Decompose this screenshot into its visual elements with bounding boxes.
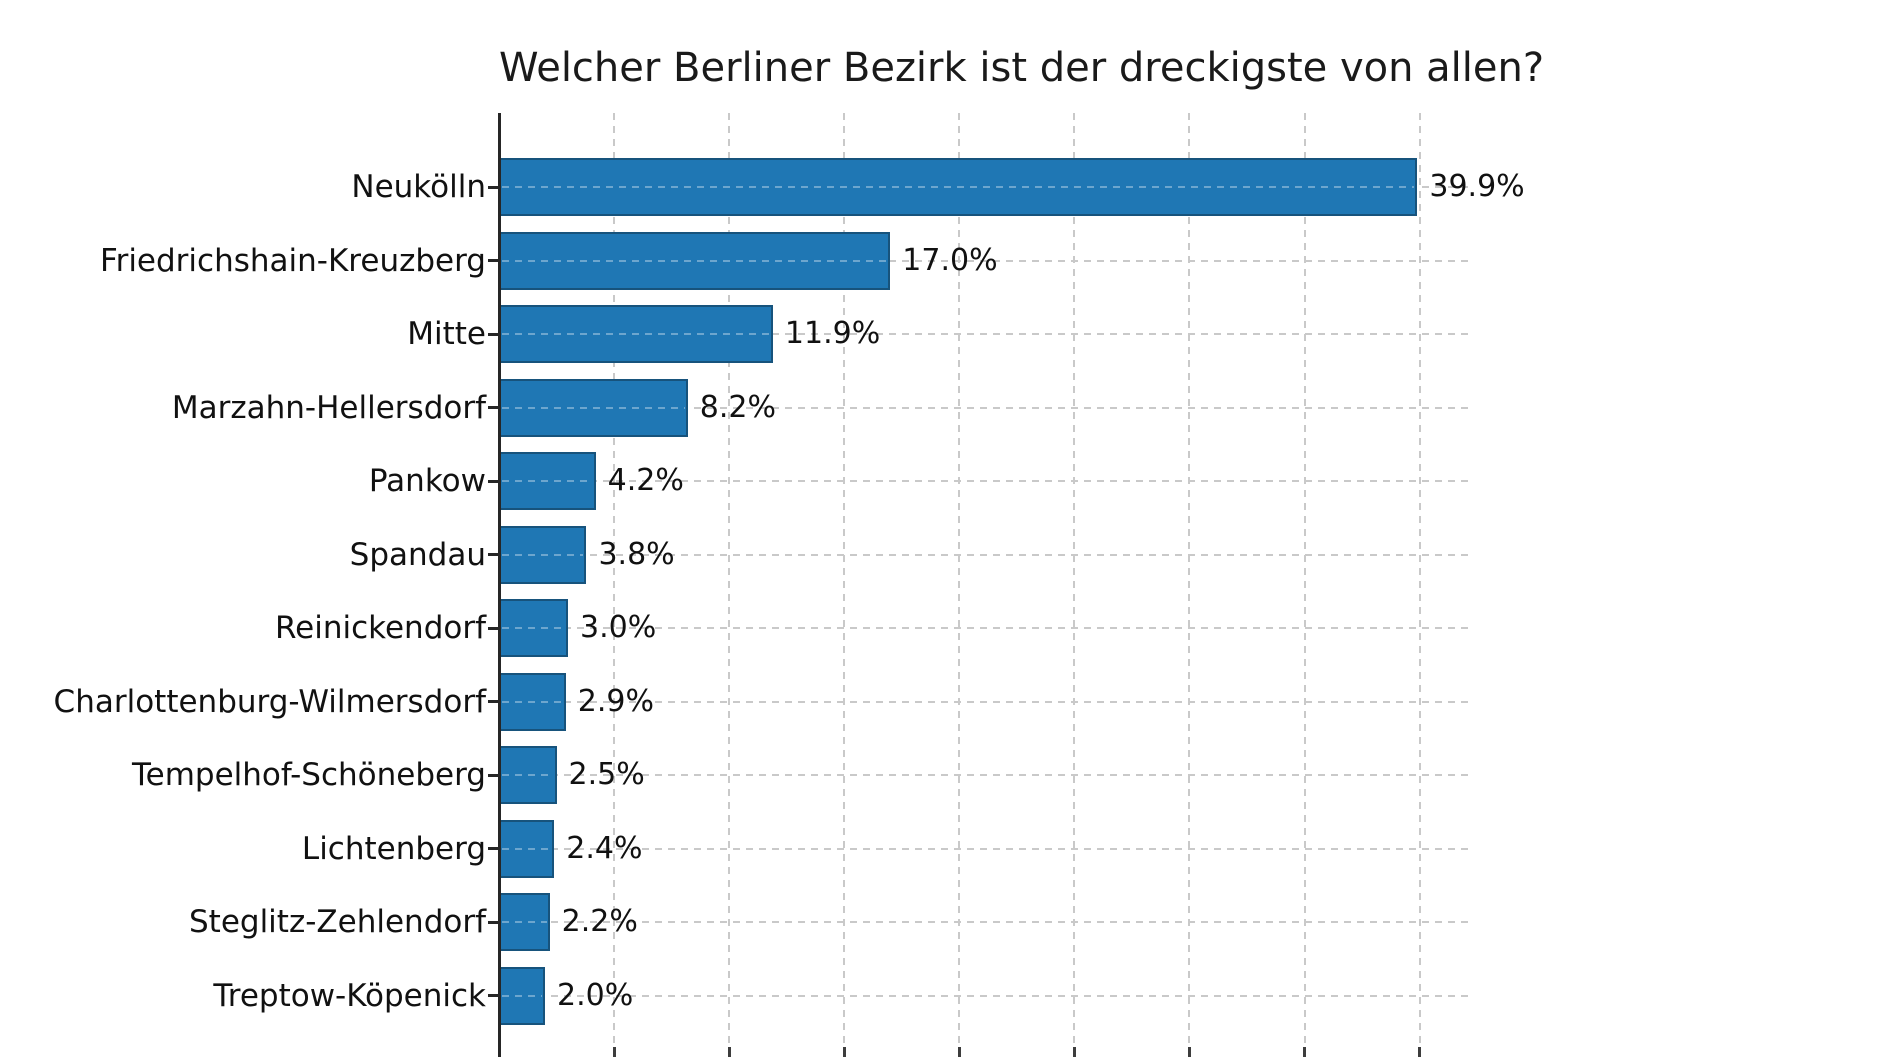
x-axis-tick xyxy=(1418,1047,1422,1057)
x-gridline xyxy=(613,113,616,1047)
y-axis-tick xyxy=(488,920,499,924)
bar-value-label: 2.2% xyxy=(561,904,638,939)
y-axis-tick xyxy=(488,332,499,336)
category-label: Tempelhof-Schöneberg xyxy=(131,757,486,793)
category-label: Mitte xyxy=(407,316,486,352)
y-gridline xyxy=(499,774,1468,776)
bar xyxy=(499,378,688,437)
y-gridline xyxy=(499,847,1468,850)
bar xyxy=(499,305,773,363)
chart-title: Welcher Berliner Bezirk ist der dreckigs… xyxy=(499,45,1545,91)
y-axis-tick xyxy=(488,626,499,630)
bar xyxy=(499,819,555,878)
y-gridline xyxy=(499,259,1468,262)
bar-value-label: 39.9% xyxy=(1429,169,1525,204)
y-axis-tick xyxy=(488,185,499,189)
bar-value-label: 3.0% xyxy=(580,610,657,645)
x-axis-tick xyxy=(957,1047,961,1057)
x-gridline xyxy=(728,113,731,1047)
category-label: Lichtenberg xyxy=(301,830,486,867)
x-gridline xyxy=(1303,113,1306,1047)
y-axis-tick xyxy=(488,700,499,703)
bar-value-label: 4.2% xyxy=(607,463,684,498)
bar-value-label: 11.9% xyxy=(784,316,881,351)
bar xyxy=(499,966,546,1025)
y-axis-tick xyxy=(488,847,499,850)
category-label: Reinickendorf xyxy=(274,610,486,646)
y-axis-tick xyxy=(488,259,499,262)
category-label: Pankow xyxy=(368,463,486,499)
y-gridline xyxy=(499,406,1468,409)
y-axis-tick xyxy=(488,773,499,777)
x-gridline xyxy=(958,113,961,1047)
y-gridline xyxy=(499,333,1468,335)
x-axis-tick xyxy=(1303,1047,1307,1057)
category-label: Treptow-Köpenick xyxy=(213,977,486,1014)
category-label: Spandau xyxy=(349,536,486,573)
y-axis-tick xyxy=(488,479,499,483)
y-gridline xyxy=(499,921,1468,923)
x-axis-tick xyxy=(842,1047,846,1057)
bar xyxy=(499,231,891,290)
bar xyxy=(499,893,550,951)
bar xyxy=(499,746,557,804)
bar-value-label: 2.0% xyxy=(557,977,634,1013)
bar-value-label: 2.4% xyxy=(566,830,643,866)
y-gridline xyxy=(499,480,1468,482)
x-gridline xyxy=(1188,113,1191,1047)
bar xyxy=(499,158,1418,216)
x-gridline xyxy=(1418,113,1421,1047)
x-axis-tick xyxy=(727,1047,731,1057)
x-axis-tick xyxy=(1072,1047,1076,1057)
y-gridline xyxy=(499,627,1468,629)
bar xyxy=(499,672,566,731)
y-axis-tick xyxy=(488,994,499,997)
category-label: Steglitz-Zehlendorf xyxy=(188,904,486,940)
y-axis-tick xyxy=(488,553,499,556)
y-gridline xyxy=(499,994,1468,997)
bar xyxy=(499,525,587,584)
bar xyxy=(499,452,596,510)
y-gridline xyxy=(499,553,1468,556)
x-gridline xyxy=(843,113,846,1047)
category-label: Charlottenburg-Wilmersdorf xyxy=(53,683,486,720)
x-axis-tick xyxy=(612,1047,616,1057)
bar-value-label: 17.0% xyxy=(902,242,998,278)
bar-value-label: 8.2% xyxy=(699,389,776,425)
bar-value-label: 2.9% xyxy=(577,683,654,719)
category-label: Neukölln xyxy=(351,169,486,205)
x-axis-tick xyxy=(1187,1047,1191,1057)
y-axis-line xyxy=(498,113,501,1057)
x-gridline xyxy=(1073,113,1076,1047)
y-axis-tick xyxy=(488,406,499,409)
category-label: Marzahn-Hellersdorf xyxy=(171,389,486,426)
bar-value-label: 2.5% xyxy=(568,757,645,792)
y-gridline xyxy=(499,700,1468,703)
plot-area: 39.9% 17.0% 11.9% 8.2% 4.2% 3.8% 3.0% 2.9% 2.5% 2… xyxy=(488,113,1525,1057)
bar-value-label: 3.8% xyxy=(598,536,675,572)
category-label: Friedrichshain-Kreuzberg xyxy=(100,242,486,279)
bar xyxy=(499,599,569,657)
